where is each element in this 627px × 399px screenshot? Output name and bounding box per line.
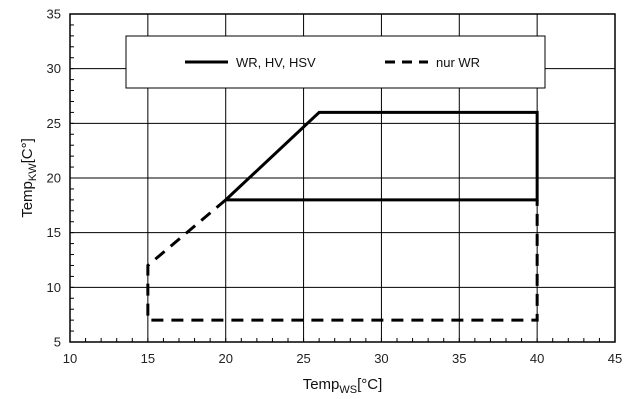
y-tick-label: 20 — [47, 171, 61, 186]
x-axis-title-sub: WS — [339, 384, 357, 396]
x-tick-label: 35 — [452, 351, 466, 366]
y-tick-label: 10 — [47, 280, 61, 295]
y-axis-title-sub: KW — [27, 163, 39, 181]
y-tick-label: 35 — [47, 7, 61, 22]
x-tick-label: 15 — [141, 351, 155, 366]
y-axis-title: TempKW[C°] — [19, 138, 39, 218]
series-line-1 — [224, 110, 539, 202]
x-axis-title-unit: [°C] — [357, 376, 382, 393]
y-tick-label: 30 — [47, 61, 61, 76]
y-axis-title-base: Temp — [19, 181, 36, 218]
x-tick-label: 25 — [296, 351, 310, 366]
y-tick-label: 15 — [47, 225, 61, 240]
series-line-2 — [146, 198, 539, 322]
x-tick-label: 45 — [608, 351, 622, 366]
y-tick-label: 25 — [47, 116, 61, 131]
legend-label: WR, HV, HSV — [236, 55, 316, 70]
legend: WR, HV, HSV nur WR — [185, 55, 480, 70]
y-tick-label: 5 — [54, 335, 61, 350]
x-tick-label: 40 — [530, 351, 544, 366]
x-tick-label: 20 — [218, 351, 232, 366]
x-tick-label: 10 — [63, 351, 77, 366]
series-lines — [146, 110, 539, 322]
legend-label: nur WR — [436, 55, 480, 70]
plot-frame — [69, 13, 616, 343]
x-axis-title: TempWS[°C] — [303, 376, 383, 396]
x-tick-label: 30 — [374, 351, 388, 366]
y-axis-title-unit: [C°] — [19, 138, 36, 163]
x-axis-title-base: Temp — [303, 376, 340, 393]
